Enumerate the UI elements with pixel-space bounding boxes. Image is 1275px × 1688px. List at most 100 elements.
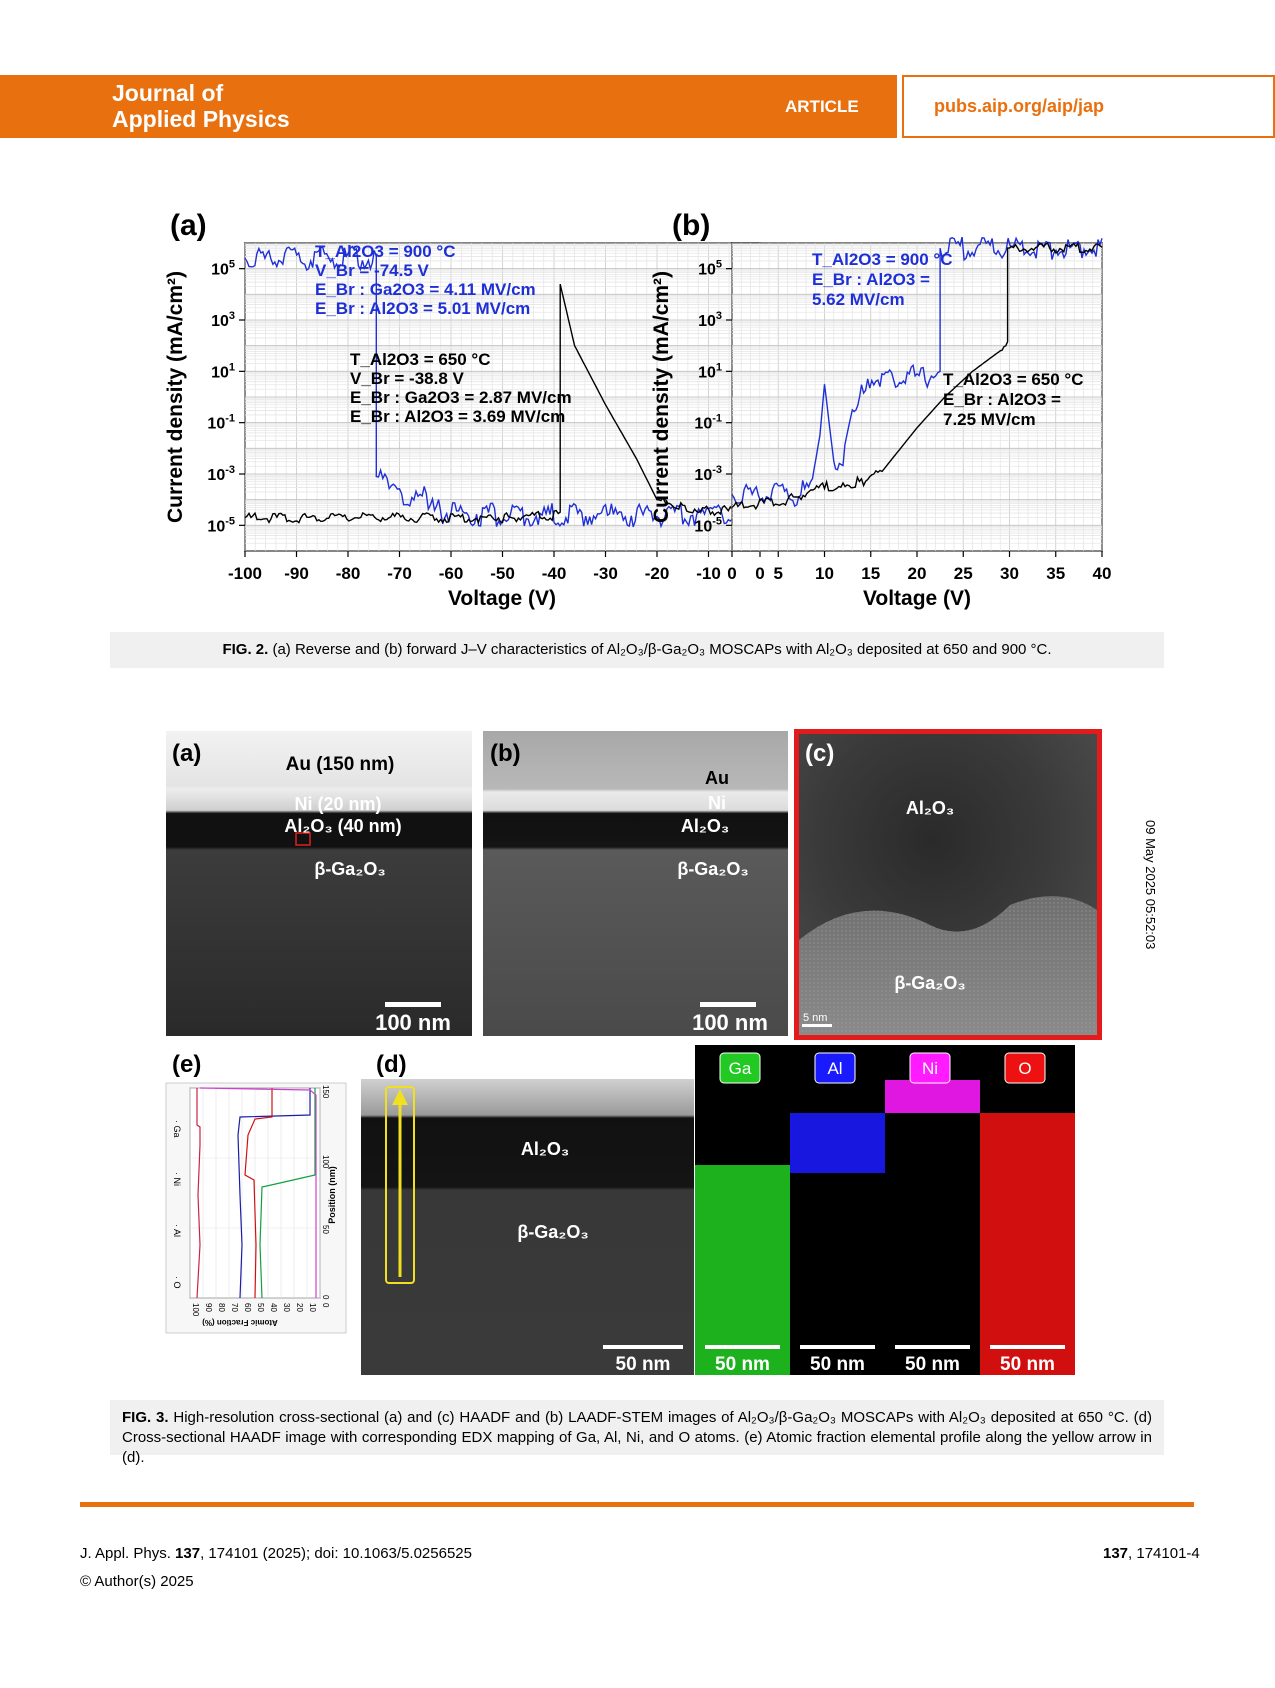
chart-b-series-650C — [731, 241, 1103, 511]
panel-e-grid — [189, 1087, 321, 1299]
chart-b-ytick-label: 10-1 — [694, 413, 722, 433]
edx-scale-bar-o — [990, 1345, 1065, 1349]
panel-a-au-label: Au (150 nm) — [286, 754, 395, 775]
panel-b-scale-bar — [700, 1002, 756, 1007]
chart-a-xtick-label: -20 — [645, 564, 670, 583]
chart-a-annotation-blue: E_Br : Ga2O3 = 4.11 MV/cm — [315, 280, 536, 299]
zoom-region-marker — [295, 832, 311, 846]
citation-volume: 137 — [175, 1545, 201, 1562]
edx-scale-label-o: 50 nm — [1000, 1354, 1055, 1375]
edx-panel-d: (d) Al₂O₃ β-Ga₂O₃ 50 nm Ga 50 nm Al 50 nm Ni… — [361, 1045, 1075, 1375]
panel-e-xtick-label: 50 — [256, 1303, 265, 1312]
panel-b-ga2o3-label: β-Ga₂O₃ — [677, 859, 748, 879]
chart-a-ytick-label: 10-1 — [207, 413, 235, 433]
journal-title-line2: Applied Physics — [112, 106, 290, 132]
profile-line-o — [196, 1088, 201, 1299]
chart-a-ytick-label: 105 — [211, 259, 235, 279]
chart-a-ytick-label: 10-5 — [207, 515, 235, 535]
journal-url-link[interactable]: pubs.aip.org/aip/jap — [934, 96, 1105, 116]
panel-e-xtick-label: 90 — [204, 1303, 213, 1312]
chart-b-panel-label: (b) — [672, 209, 710, 242]
panel-e-ytick-label: 50 — [321, 1225, 330, 1234]
chart-a-annotation-blue: T_Al2O3 = 900 °C — [315, 242, 456, 261]
edx-map-al-signal — [790, 1113, 885, 1173]
article-type: ARTICLE — [785, 97, 859, 116]
chart-a-panel-label: (a) — [170, 209, 207, 242]
panel-b-label: (b) — [490, 740, 521, 767]
chart-a-xtick-label: -50 — [490, 564, 515, 583]
chart-a-xtick-label: 0 — [755, 564, 764, 583]
panel-e-xtick-label: 30 — [282, 1303, 291, 1312]
chart-a-ylabel: Current density (mA/cm²) — [164, 271, 187, 523]
panel-e-xlabel: Atomic Fraction (%) — [202, 1318, 278, 1327]
edx-scale-label-ga: 50 nm — [715, 1354, 770, 1375]
citation: J. Appl. Phys. 137, 174101 (2025); doi: … — [80, 1545, 472, 1562]
chart-a-xtick-label: -80 — [336, 564, 361, 583]
panel-e-ytick-label: 100 — [321, 1155, 330, 1169]
panel-e-legend-o: · O — [172, 1276, 182, 1289]
haadf-image-d — [361, 1079, 694, 1375]
chart-b-xtick-label: 10 — [815, 564, 834, 583]
panel-e-legend-ga: · Ga — [172, 1120, 182, 1138]
chart-b-ytick-label: 105 — [698, 259, 722, 279]
laadf-image-b — [483, 731, 788, 1036]
panel-c-ga2o3-label: β-Ga₂O₃ — [894, 973, 965, 993]
chart-a-xtick-label: -40 — [542, 564, 567, 583]
chart-a-xlabel: Voltage (V) — [448, 587, 556, 610]
chart-b-ytick-label: 101 — [698, 361, 722, 381]
chart-a-xtick-label: -100 — [228, 564, 262, 583]
profile-line-red — [244, 1088, 273, 1299]
chart-a-series-650C — [244, 283, 761, 525]
chart-a-annotation-blue: V_Br = -74.5 V — [315, 261, 430, 280]
chart-b-xtick-label: 0 — [727, 564, 736, 583]
chart-a-grid — [244, 242, 761, 552]
chart-b-ytick-label: 10-3 — [694, 464, 722, 484]
chart-b-grid — [731, 242, 1103, 552]
panel-e-legend: · Ga · Ni · Al · O — [172, 1120, 182, 1289]
chart-b-ytick-label: 10-5 — [694, 515, 722, 535]
edx-map-al — [790, 1045, 885, 1375]
chart-b-annotation-blue: 5.62 MV/cm — [812, 290, 905, 309]
panel-b-au-label: Au — [705, 768, 729, 788]
chart-b-xlabel: Voltage (V) — [863, 587, 971, 610]
edx-scale-bar-ga — [705, 1345, 780, 1349]
figure-2: (a) -100 -90 -80 -70 -60 -50 -40 -30 -20 -10 01051… — [164, 209, 1111, 610]
panel-e-label: (e) — [172, 1051, 201, 1078]
panel-a-ga2o3-label: β-Ga₂O₃ — [314, 859, 385, 879]
chart-b-annotation-blue: E_Br : Al2O3 = — [812, 270, 930, 289]
chart-a-ytick-label: 10-3 — [207, 464, 235, 484]
chart-b-xtick-label: 30 — [1000, 564, 1019, 583]
journal-title: Journal of Applied Physics — [112, 80, 290, 132]
edx-badge-o — [1004, 1052, 1046, 1084]
panel-e-ylabel: Position (nm) — [327, 1166, 337, 1224]
chart-b-xtick-label: 20 — [908, 564, 927, 583]
panel-c-scale-bar — [802, 1024, 832, 1027]
chart-a: (a) -100 -90 -80 -70 -60 -50 -40 -30 -20 -10 01051… — [164, 209, 765, 610]
panel-a-scale-label: 100 nm — [375, 1010, 451, 1035]
edx-badge-label-al: Al — [827, 1059, 842, 1078]
edx-badge-label-ni: Ni — [922, 1059, 938, 1078]
chart-b-annotation-black: 7.25 MV/cm — [943, 410, 1036, 429]
footer-rule — [80, 1502, 1194, 1507]
page-id: , 174101-4 — [1128, 1545, 1200, 1562]
chart-a-ticks: -100 -90 -80 -70 -60 -50 -40 -30 -20 -10 010510310… — [207, 259, 764, 583]
edx-badge-label-o: O — [1018, 1059, 1031, 1078]
profile-line-ni — [199, 1087, 317, 1298]
edx-map-ni-signal — [885, 1080, 980, 1113]
chart-a-series — [244, 245, 761, 529]
panel-e-xtick-label: 100 — [191, 1303, 200, 1317]
chart-b-annotation-black: T_Al2O3 = 650 °C — [943, 370, 1084, 389]
chart-a-xtick-label: -70 — [387, 564, 412, 583]
edx-map-ga-signal — [695, 1165, 790, 1375]
fig3-caption: FIG. 3. High-resolution cross-sectional … — [110, 1400, 1164, 1466]
chart-a-xtick-label: -90 — [284, 564, 309, 583]
chart-a-annotations: T_Al2O3 = 900 °CV_Br = -74.5 VE_Br : Ga2… — [315, 242, 572, 426]
journal-header-bar — [0, 75, 897, 138]
panel-a-scale-bar — [385, 1002, 441, 1007]
panel-e-xtick-label: 80 — [217, 1303, 226, 1312]
page-number: 137, 174101-4 — [1103, 1545, 1200, 1562]
citation-doi[interactable]: , 174101 (2025); doi: 10.1063/5.0256525 — [200, 1545, 472, 1562]
chart-a-annotation-black: E_Br : Ga2O3 = 2.87 MV/cm — [350, 388, 572, 407]
panel-d-label: (d) — [376, 1051, 407, 1078]
figure-3: (a) Au (150 nm) Ni (20 nm) Al₂O₃ (40 nm)… — [165, 729, 1102, 1375]
